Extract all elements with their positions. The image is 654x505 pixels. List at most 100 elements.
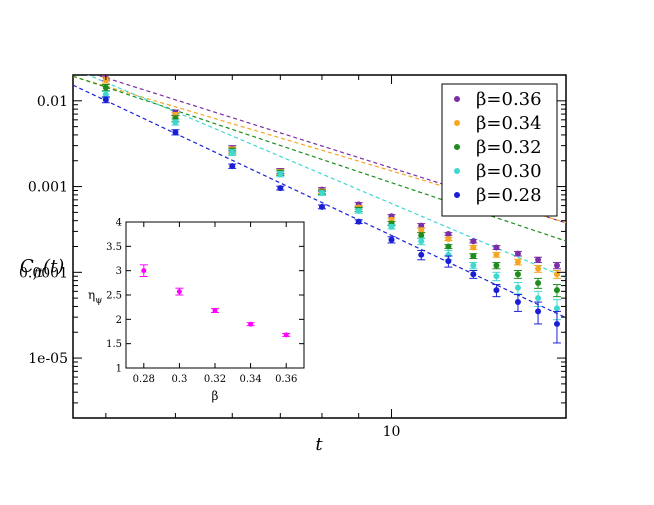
data-point	[418, 238, 425, 245]
legend-label: β=0.36	[476, 89, 542, 110]
data-point	[553, 287, 560, 294]
data-point	[470, 271, 477, 278]
y-tick-label: 0.0001	[19, 265, 68, 281]
inset-data-point	[141, 268, 147, 274]
legend: β=0.36 β=0.34 β=0.32 β=0.30 β=0.28	[441, 83, 558, 217]
inset-data-point	[176, 289, 182, 295]
data-point	[535, 256, 542, 263]
data-point	[514, 250, 521, 257]
data-point	[418, 232, 425, 239]
data-point	[229, 163, 236, 170]
inset-y-tick-label: 1.5	[106, 339, 122, 350]
data-point	[514, 271, 521, 278]
inset-y-axis-title-sub: ψ	[95, 296, 102, 306]
data-point	[535, 295, 542, 302]
data-point	[318, 203, 325, 210]
inset-y-tick-label: 2	[116, 315, 122, 326]
data-point	[355, 218, 362, 225]
inset-frame	[125, 221, 305, 369]
data-point	[535, 265, 542, 272]
data-point	[277, 185, 284, 192]
inset-data-points	[139, 264, 291, 338]
inset-chart: 1 1.5 2 2.5 3 3.5 4 0.28 0.3 0.32 0.34 0.36 β ηψ	[88, 218, 305, 403]
inset-x-axis-title: β	[212, 389, 219, 403]
inset-y-tick-label: 1	[116, 364, 122, 375]
y-axis-title: Cft(t)	[20, 256, 64, 280]
data-point	[277, 171, 284, 178]
data-point	[388, 236, 395, 243]
y-axis-title-main: C	[20, 256, 34, 277]
inset-y-axis-title: ηψ	[88, 288, 102, 306]
legend-label: β=0.34	[476, 113, 542, 134]
legend-marker	[454, 144, 460, 150]
data-point	[418, 227, 425, 234]
inset-y-tick-label: 4	[116, 218, 122, 229]
inset-y-axis-title-main: η	[88, 288, 95, 302]
legend-label: β=0.28	[476, 185, 542, 206]
data-point	[514, 258, 521, 265]
data-point	[493, 244, 500, 251]
legend-frame	[441, 83, 558, 217]
main-axis-ticks: 0.01 0.001 0.0001 1e-05 10	[19, 74, 566, 440]
data-point	[388, 223, 395, 230]
data-point	[102, 84, 109, 91]
data-point	[470, 252, 477, 259]
x-axis-title: t	[315, 434, 323, 455]
inset-data-point	[248, 321, 254, 327]
data-point	[445, 235, 452, 242]
data-point	[514, 299, 521, 306]
data-point	[172, 119, 179, 126]
y-axis-title-sub: ft	[33, 266, 43, 280]
y-axis-title-tail: (t)	[43, 256, 64, 277]
data-point	[493, 262, 500, 269]
inset-y-tick-label: 3	[116, 266, 122, 277]
data-point	[172, 129, 179, 136]
legend-marker	[454, 168, 460, 174]
data-point	[102, 96, 109, 103]
inset-x-tick-label: 0.28	[133, 374, 155, 385]
inset-x-tick-label: 0.34	[239, 374, 261, 385]
data-point	[445, 243, 452, 250]
data-point	[445, 258, 452, 265]
legend-marker	[454, 96, 460, 102]
fit-line	[86, 75, 566, 279]
data-point	[553, 305, 560, 312]
y-tick-label: 1e-05	[28, 351, 68, 367]
data-point	[102, 91, 109, 98]
data-point	[470, 238, 477, 245]
y-tick-label: 0.001	[28, 180, 68, 196]
inset-data-point	[212, 308, 218, 314]
inset-y-tick-label: 2.5	[106, 291, 122, 302]
data-point	[493, 287, 500, 294]
legend-marker	[454, 192, 460, 198]
data-point	[418, 222, 425, 229]
data-point	[355, 207, 362, 214]
inset-x-tick-label: 0.3	[171, 374, 187, 385]
legend-label: β=0.30	[476, 161, 542, 182]
legend-marker	[454, 120, 460, 126]
data-point	[418, 251, 425, 258]
data-point	[493, 251, 500, 258]
inset-y-tick-label: 3.5	[106, 242, 122, 253]
data-point	[229, 149, 236, 156]
data-points	[101, 75, 561, 344]
data-point	[318, 190, 325, 197]
inset-x-tick-label: 0.32	[204, 374, 226, 385]
data-point	[535, 308, 542, 315]
inset-data-point	[283, 332, 289, 338]
data-point	[514, 284, 521, 291]
x-tick-label: 10	[383, 424, 401, 440]
data-point	[470, 244, 477, 251]
data-point	[535, 280, 542, 287]
y-tick-label: 0.01	[37, 94, 68, 110]
inset-x-tick-label: 0.36	[275, 374, 297, 385]
legend-label: β=0.32	[476, 137, 542, 158]
data-point	[553, 320, 560, 327]
fit-line	[73, 75, 566, 242]
data-point	[470, 262, 477, 269]
data-point	[553, 262, 560, 269]
data-point	[493, 273, 500, 280]
inset-axis-ticks: 1 1.5 2 2.5 3 3.5 4 0.28 0.3 0.32 0.34 0.36	[106, 218, 304, 385]
data-point	[445, 230, 452, 237]
